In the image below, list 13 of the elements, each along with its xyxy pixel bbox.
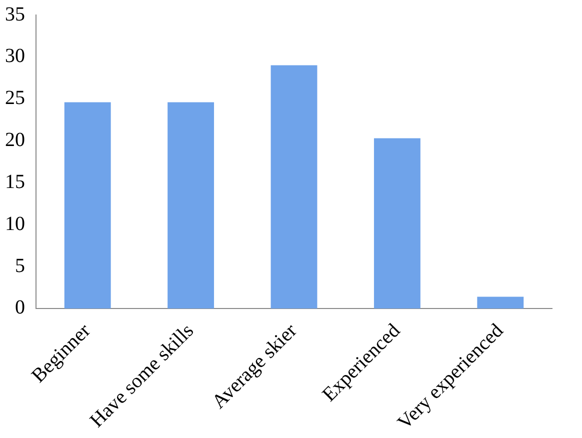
y-tick-label: 20 (5, 129, 25, 152)
bar (270, 65, 318, 308)
bar (477, 296, 524, 308)
bar (374, 138, 420, 308)
y-tick-label: 0 (15, 296, 25, 319)
y-tick-label: 30 (5, 45, 25, 68)
y-tick-label: 10 (5, 212, 25, 235)
bar (64, 102, 111, 308)
y-tick-label: 25 (5, 87, 25, 110)
y-tick-label: 15 (5, 170, 25, 193)
y-tick-label: 35 (5, 3, 25, 26)
bar (168, 102, 214, 308)
y-tick-label: 5 (15, 254, 25, 277)
